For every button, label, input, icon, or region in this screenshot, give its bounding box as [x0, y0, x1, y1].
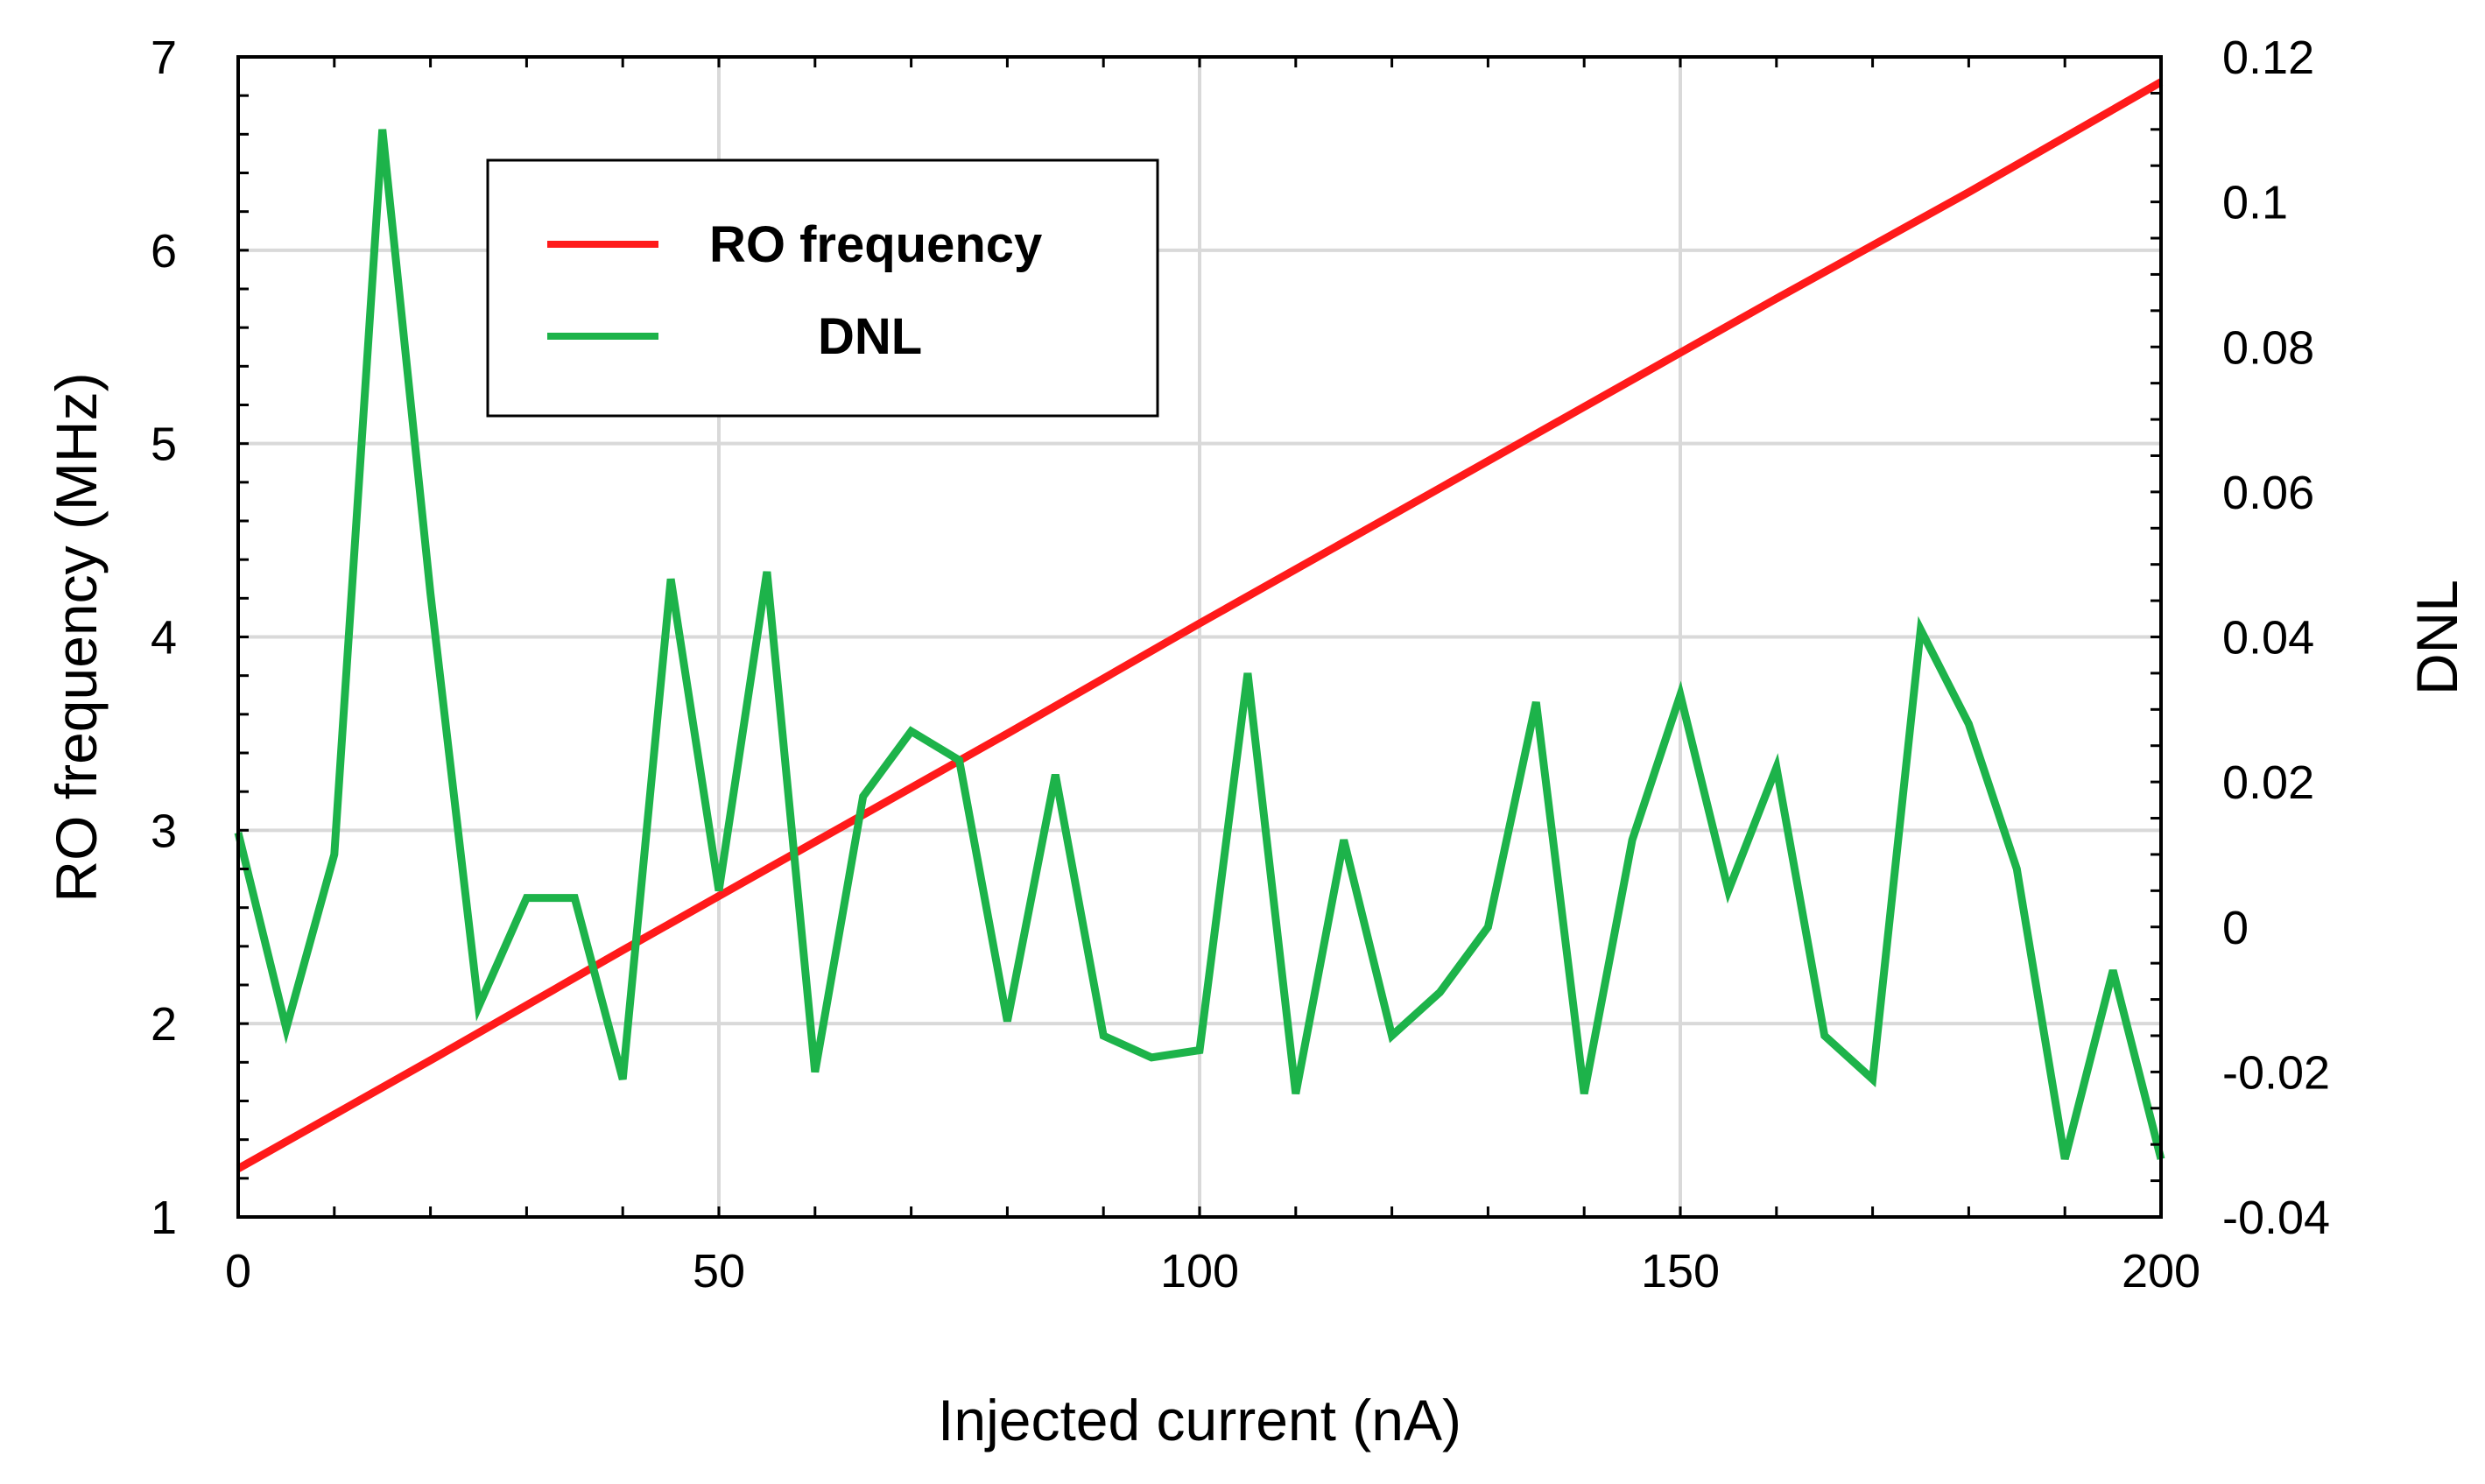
x-tick-label: 0 [225, 1245, 251, 1298]
tick-layer: 0 50 100 150 200 1 2 3 4 5 6 7 -0.04 -0.02 0 0.02 0.04 0.… [151, 32, 2330, 1298]
legend: RO frequency DNL [486, 158, 1159, 418]
y-tick-label: 2 [151, 998, 177, 1051]
y2-tick-label: 0.1 [2222, 177, 2288, 229]
y-axis-title: RO frequency (MHz) [44, 372, 109, 902]
y2-axis-title: DNL [2404, 580, 2469, 695]
y2-tick-label: -0.04 [2222, 1192, 2330, 1244]
y-tick-label: 6 [151, 225, 177, 278]
y2-tick-label: 0.08 [2222, 321, 2314, 374]
series-layer [234, 78, 2165, 1172]
x-tick-label: 50 [693, 1245, 745, 1298]
y-tick-label: 5 [151, 418, 177, 471]
y2-tick-label: 0.12 [2222, 32, 2314, 84]
series-line-dnl [234, 129, 2165, 1160]
y-tick-label: 3 [151, 805, 177, 857]
series-line-ro-frequency [236, 78, 2164, 1172]
x-axis-title: Injected current (nA) [938, 1388, 1461, 1452]
x-tick-label: 100 [1160, 1245, 1239, 1298]
y-tick-label: 1 [151, 1192, 177, 1244]
y2-tick-label: 0.06 [2222, 467, 2314, 519]
legend-label-ro-frequency: RO frequency [709, 216, 1042, 273]
y2-tick-label: 0.04 [2222, 612, 2314, 665]
x-tick-label: 150 [1641, 1245, 1720, 1298]
x-tick-label: 200 [2122, 1245, 2200, 1298]
y-tick-label: 7 [151, 32, 177, 84]
y-tick-label: 4 [151, 612, 177, 665]
y2-tick-label: 0.02 [2222, 756, 2314, 809]
legend-box [486, 158, 1159, 418]
y2-tick-label: -0.02 [2222, 1046, 2330, 1099]
legend-label-dnl: DNL [818, 308, 922, 365]
y2-tick-label: 0 [2222, 902, 2249, 954]
